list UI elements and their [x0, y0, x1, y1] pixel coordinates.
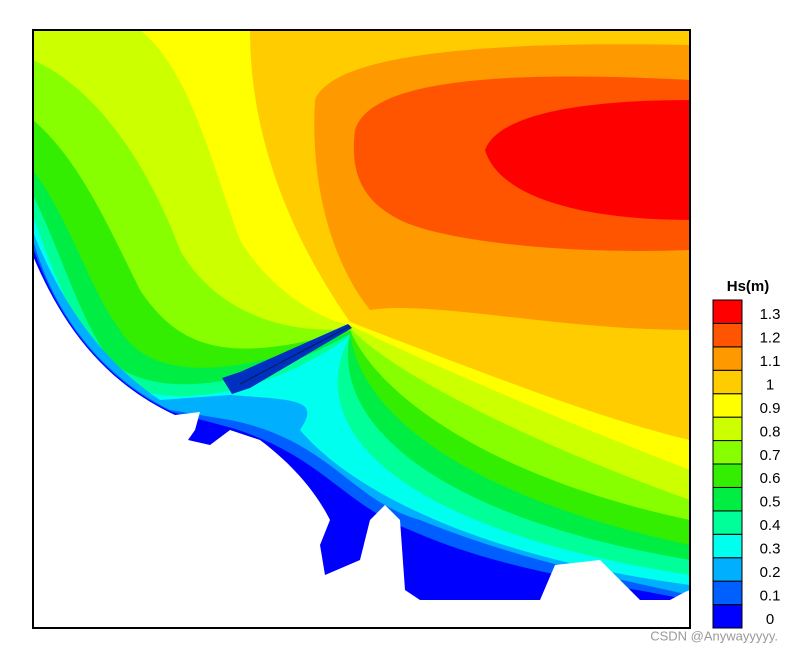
colorbar-label: 0.6 [760, 470, 781, 487]
colorbar-box [712, 322, 743, 348]
colorbar-label: 0.5 [760, 494, 781, 511]
colorbar-label: 1.3 [760, 306, 781, 323]
colorbar-box [712, 557, 743, 582]
colorbar-label: 0.9 [760, 400, 781, 417]
watermark: CSDN @Anywayyyyy. [650, 628, 778, 643]
colorbar-box [712, 299, 743, 324]
colorbar-label: 1.1 [760, 353, 781, 370]
colorbar-box [712, 346, 743, 371]
colorbar-box [712, 369, 743, 395]
colorbar-box [712, 510, 743, 535]
colorbar-box [712, 416, 743, 442]
breakwater-line [239, 325, 351, 385]
land [33, 256, 690, 628]
contour-band [485, 100, 690, 220]
colorbar-box [712, 393, 743, 418]
colorbar-box [712, 463, 743, 488]
colorbar-label: 0.2 [760, 564, 781, 581]
colorbar-label: 0.7 [760, 447, 781, 464]
colorbar-box [712, 486, 743, 512]
colorbar-label: 0.1 [760, 587, 781, 604]
colorbar-box [712, 604, 743, 629]
colorbar: 0 0.1 0.2 0.3 0.4 0.5 0.6 0.7 0.8 0.9 1 1.1 1.2 1.3 [712, 299, 781, 629]
colorbar-label: 1 [766, 376, 774, 393]
colorbar-label: 0.8 [760, 423, 781, 440]
colorbar-label: 1.2 [760, 330, 781, 347]
colorbar-box [712, 440, 743, 465]
colorbar-label: 0.3 [760, 540, 781, 557]
colorbar-box [712, 533, 743, 559]
legend-title: Hs(m) [727, 278, 770, 295]
colorbar-label: 0.4 [760, 517, 781, 534]
contour-field [33, 30, 690, 628]
colorbar-label: 0 [766, 611, 774, 628]
colorbar-box [712, 580, 743, 606]
plot-frame [32, 29, 691, 629]
